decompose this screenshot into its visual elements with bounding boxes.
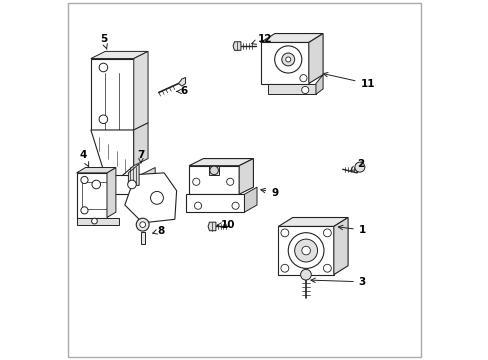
Polygon shape <box>140 232 144 244</box>
Polygon shape <box>134 123 148 166</box>
Circle shape <box>194 202 201 209</box>
Polygon shape <box>308 33 323 84</box>
Polygon shape <box>333 217 347 275</box>
Polygon shape <box>189 158 253 166</box>
Text: 6: 6 <box>177 86 187 96</box>
Text: 11: 11 <box>323 72 374 89</box>
Polygon shape <box>87 175 141 194</box>
Circle shape <box>92 180 101 189</box>
Circle shape <box>300 269 311 280</box>
Polygon shape <box>267 84 315 94</box>
Polygon shape <box>134 51 148 130</box>
Circle shape <box>281 53 294 66</box>
Circle shape <box>301 246 310 255</box>
Circle shape <box>299 75 306 82</box>
Circle shape <box>354 162 364 172</box>
Circle shape <box>209 166 218 175</box>
Polygon shape <box>77 167 116 173</box>
Polygon shape <box>356 161 362 173</box>
Polygon shape <box>91 130 134 187</box>
Polygon shape <box>278 226 333 275</box>
Circle shape <box>301 86 308 94</box>
Polygon shape <box>260 33 323 42</box>
Polygon shape <box>91 59 134 130</box>
Polygon shape <box>239 158 253 194</box>
Text: 8: 8 <box>152 226 164 236</box>
Text: 7: 7 <box>137 150 144 163</box>
Polygon shape <box>91 51 148 59</box>
Text: 9: 9 <box>260 188 278 198</box>
Polygon shape <box>278 217 347 226</box>
Text: 1: 1 <box>338 225 365 235</box>
Circle shape <box>287 233 324 269</box>
Polygon shape <box>185 194 244 212</box>
Polygon shape <box>260 42 308 84</box>
Text: 10: 10 <box>217 220 235 230</box>
Circle shape <box>140 222 145 228</box>
Circle shape <box>150 192 163 204</box>
Circle shape <box>127 180 136 189</box>
Polygon shape <box>82 182 107 208</box>
Circle shape <box>192 178 200 185</box>
Polygon shape <box>141 167 155 194</box>
Circle shape <box>99 63 107 72</box>
Text: 2: 2 <box>350 159 364 171</box>
Polygon shape <box>315 75 323 94</box>
Polygon shape <box>244 187 257 212</box>
Circle shape <box>91 218 97 224</box>
Text: 4: 4 <box>79 150 88 167</box>
Circle shape <box>231 202 239 209</box>
Polygon shape <box>107 167 116 217</box>
Polygon shape <box>233 42 241 50</box>
Circle shape <box>285 57 290 62</box>
Text: 5: 5 <box>100 34 107 49</box>
Polygon shape <box>208 166 219 175</box>
Circle shape <box>274 46 301 73</box>
Text: 12: 12 <box>251 34 272 44</box>
Polygon shape <box>178 77 185 86</box>
Polygon shape <box>77 217 119 225</box>
Circle shape <box>99 115 107 123</box>
Circle shape <box>323 264 331 272</box>
Circle shape <box>323 229 331 237</box>
Polygon shape <box>128 164 139 185</box>
Polygon shape <box>77 173 107 217</box>
Text: 3: 3 <box>310 277 365 287</box>
Circle shape <box>226 178 233 185</box>
Circle shape <box>294 239 317 262</box>
Circle shape <box>136 218 149 231</box>
Circle shape <box>81 207 88 214</box>
Circle shape <box>281 264 288 272</box>
Polygon shape <box>207 222 216 231</box>
Circle shape <box>81 176 88 184</box>
Polygon shape <box>189 166 239 194</box>
Polygon shape <box>124 173 176 223</box>
Circle shape <box>281 229 288 237</box>
